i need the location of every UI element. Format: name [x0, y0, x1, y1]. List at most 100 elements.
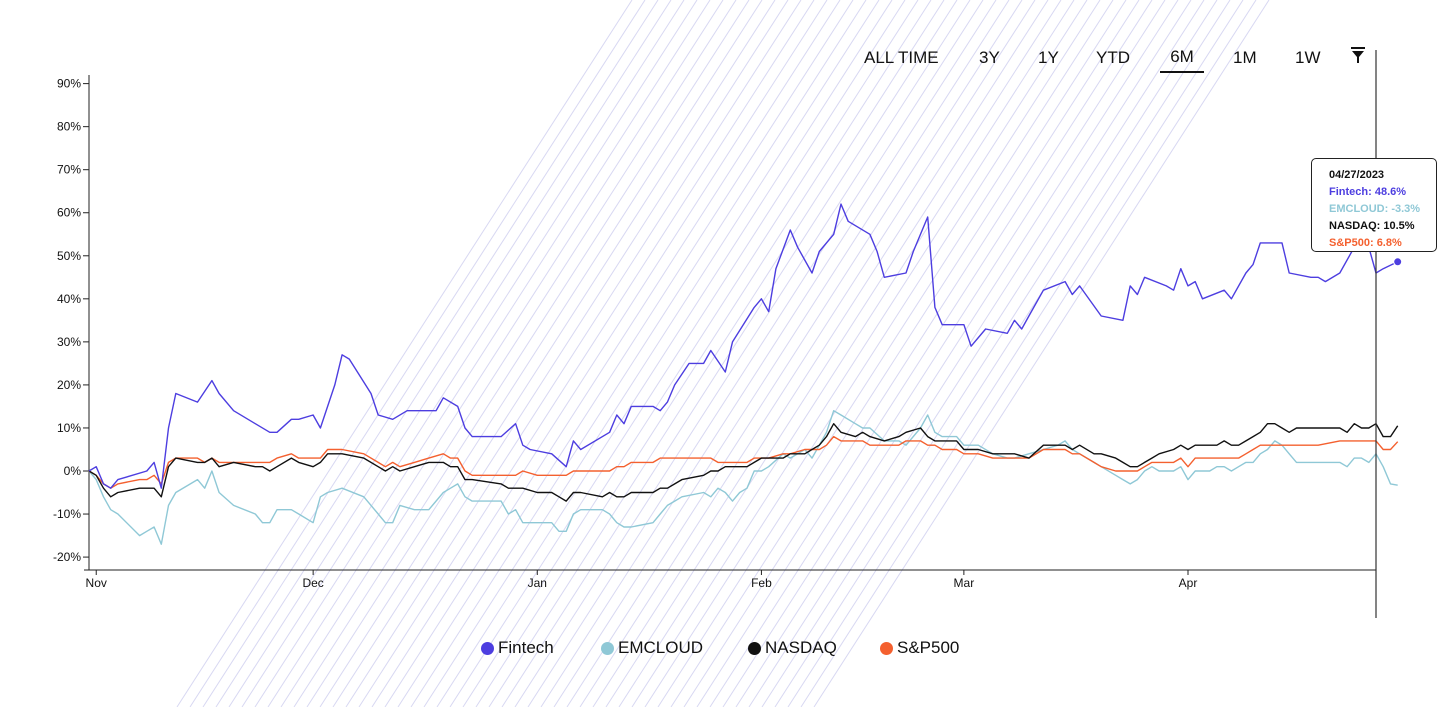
hatch-line — [170, 0, 230, 707]
hatch-line — [371, 0, 828, 707]
hatch-line — [202, 0, 659, 707]
hatch-line — [189, 0, 646, 707]
hatch-line — [1190, 0, 1275, 707]
legend-item-emcloud[interactable]: EMCLOUD — [601, 638, 703, 658]
tooltip-emcloud-value: EMCLOUD: -3.3% — [1329, 203, 1421, 215]
hatch-line — [0, 0, 112, 707]
hatch-line — [943, 0, 1275, 707]
hatch-line — [1008, 0, 1275, 707]
hatch-line — [761, 0, 1218, 707]
hatch-line — [553, 0, 1010, 707]
tooltip-nasdaq-value: NASDAQ: 10.5% — [1329, 220, 1415, 232]
hatch-line — [345, 0, 802, 707]
hatch-line — [787, 0, 1244, 707]
x-tick-label: Nov — [86, 576, 107, 590]
hatch-line — [0, 0, 164, 707]
range-button-6m[interactable]: 6M — [1160, 43, 1204, 73]
range-button-1m[interactable]: 1M — [1233, 44, 1257, 72]
hatch-line — [657, 0, 1114, 707]
hatch-line — [170, 0, 321, 707]
hatch-line — [1073, 0, 1275, 707]
hatch-line — [332, 0, 789, 707]
hatch-line — [170, 0, 243, 707]
chart-legend: Fintech EMCLOUD NASDAQ S&P500 — [0, 638, 1456, 662]
hatch-line — [170, 0, 269, 707]
x-tick-label: Apr — [1179, 576, 1198, 590]
hatch-line — [436, 0, 893, 707]
hatch-line — [170, 0, 347, 707]
hatch-line — [735, 0, 1192, 707]
range-button-all-time[interactable]: ALL TIME — [864, 44, 939, 72]
hatch-line — [813, 0, 1270, 707]
hatch-line — [540, 0, 997, 707]
hatch-line — [170, 0, 620, 707]
hatch-line — [891, 0, 1275, 707]
hatch-line — [1164, 0, 1275, 707]
legend-item-sp500[interactable]: S&P500 — [880, 638, 959, 658]
x-tick-label: Dec — [302, 576, 323, 590]
hatch-line — [170, 0, 451, 707]
range-button-1w[interactable]: 1W — [1295, 44, 1321, 72]
hatch-line — [267, 0, 724, 707]
hatch-line — [170, 0, 607, 707]
y-tick-label: 40% — [57, 292, 81, 306]
hatch-line — [1099, 0, 1275, 707]
y-tick-label: 60% — [57, 206, 81, 220]
hatch-line — [170, 0, 438, 707]
range-button-3y[interactable]: 3Y — [979, 44, 1000, 72]
hatch-line — [475, 0, 932, 707]
hatch-line — [995, 0, 1275, 707]
range-button-ytd[interactable]: YTD — [1096, 44, 1130, 72]
hatch-line — [904, 0, 1275, 707]
hatch-line — [878, 0, 1275, 707]
hatch-line — [579, 0, 1036, 707]
hatch-line — [748, 0, 1205, 707]
hatch-line — [0, 0, 99, 707]
hatch-line — [319, 0, 776, 707]
hatch-line — [170, 0, 282, 707]
hatch-line — [969, 0, 1275, 707]
x-tick-label: Feb — [751, 576, 772, 590]
hatch-line — [618, 0, 1075, 707]
hatch-line — [566, 0, 1023, 707]
hatch-line — [527, 0, 984, 707]
y-tick-label: 80% — [57, 120, 81, 134]
hatch-line — [1438, 0, 1456, 707]
x-axis-ticks: Nov Dec Jan Feb Mar Apr — [86, 570, 1198, 590]
x-tick-label: Mar — [954, 576, 975, 590]
hatch-line — [1060, 0, 1275, 707]
hatch-line — [1151, 0, 1275, 707]
hatch-line — [170, 0, 204, 707]
hatch-line — [930, 0, 1275, 707]
hatch-line — [0, 0, 21, 707]
hatch-line — [1216, 0, 1275, 707]
hatch-line — [410, 0, 867, 707]
y-tick-label: 20% — [57, 378, 81, 392]
hatch-line — [215, 0, 672, 707]
hatch-line — [605, 0, 1062, 707]
hatch-line — [280, 0, 737, 707]
x-tick-label: Jan — [528, 576, 547, 590]
hatch-line — [1347, 0, 1456, 707]
hatch-line — [176, 0, 633, 707]
series-line-emcloud — [88, 410, 1398, 545]
legend-label-nasdaq: NASDAQ — [765, 638, 837, 657]
hatch-line — [0, 0, 47, 707]
hatch-line — [0, 0, 151, 707]
range-button-1y[interactable]: 1Y — [1038, 44, 1059, 72]
hatch-line — [449, 0, 906, 707]
hatch-line — [1086, 0, 1275, 707]
legend-item-fintech[interactable]: Fintech — [481, 638, 554, 658]
hatch-line — [170, 0, 360, 707]
series-line-fintech — [88, 203, 1399, 489]
hatch-line — [488, 0, 945, 707]
hatch-line — [1242, 0, 1275, 707]
hatch-line — [1229, 0, 1275, 707]
hatch-line — [170, 0, 555, 707]
hatch-line — [397, 0, 854, 707]
hatch-line — [852, 0, 1275, 707]
y-tick-label: 70% — [57, 163, 81, 177]
funnel-icon[interactable] — [1350, 46, 1366, 64]
legend-item-nasdaq[interactable]: NASDAQ — [748, 638, 837, 658]
hatch-line — [384, 0, 841, 707]
